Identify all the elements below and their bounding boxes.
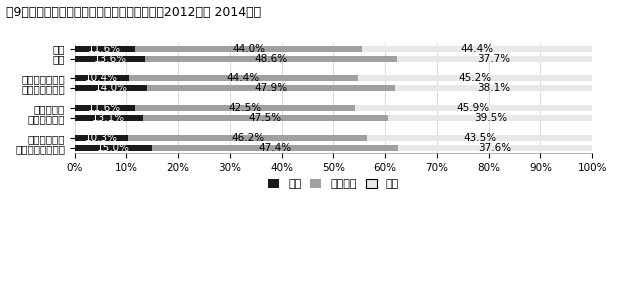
Bar [75, 135, 128, 141]
Bar [395, 85, 592, 91]
Bar [135, 46, 363, 52]
Text: 11.6%: 11.6% [88, 103, 121, 113]
Bar [129, 75, 358, 81]
Text: 38.1%: 38.1% [477, 83, 510, 93]
Bar [75, 75, 129, 81]
Text: 47.4%: 47.4% [259, 143, 292, 153]
Text: 37.6%: 37.6% [478, 143, 511, 153]
Bar [355, 105, 592, 111]
Text: 13.6%: 13.6% [93, 54, 126, 63]
Text: 10.3%: 10.3% [85, 133, 118, 143]
Text: 47.9%: 47.9% [254, 83, 288, 93]
Bar [397, 56, 592, 61]
Bar [75, 145, 152, 151]
Bar [358, 75, 592, 81]
Text: 14.0%: 14.0% [95, 83, 128, 93]
Bar [388, 115, 593, 121]
Text: 42.5%: 42.5% [228, 103, 261, 113]
Text: 44.0%: 44.0% [232, 44, 265, 54]
Bar [145, 56, 397, 61]
Text: 13.1%: 13.1% [92, 113, 125, 123]
Text: 47.5%: 47.5% [249, 113, 282, 123]
Bar [75, 46, 135, 52]
Legend: 下降, 変化なし, 上昇: 下降, 変化なし, 上昇 [264, 175, 403, 194]
Bar [135, 105, 355, 111]
Text: 43.5%: 43.5% [463, 133, 496, 143]
Bar [397, 145, 592, 151]
Bar [147, 85, 395, 91]
Text: 45.2%: 45.2% [459, 73, 492, 83]
Bar [75, 85, 147, 91]
Text: 10.4%: 10.4% [85, 73, 118, 83]
Text: 48.6%: 48.6% [254, 54, 287, 63]
Text: 44.4%: 44.4% [461, 44, 494, 54]
Bar [75, 115, 142, 121]
Bar [75, 105, 135, 111]
Text: 46.2%: 46.2% [231, 133, 264, 143]
Bar [128, 135, 367, 141]
Bar [142, 115, 388, 121]
Text: 15.0%: 15.0% [97, 143, 130, 153]
Text: 37.7%: 37.7% [478, 54, 511, 63]
Bar [367, 135, 592, 141]
Bar [152, 145, 397, 151]
Text: 図9　誰が日本社会の希望を上昇させたか？（2012年～ 2014年）: 図9 誰が日本社会の希望を上昇させたか？（2012年～ 2014年） [6, 6, 261, 19]
Text: 44.4%: 44.4% [227, 73, 260, 83]
Text: 11.6%: 11.6% [88, 44, 121, 54]
Bar [75, 56, 145, 61]
Bar [363, 46, 592, 52]
Text: 39.5%: 39.5% [474, 113, 507, 123]
Text: 45.9%: 45.9% [457, 103, 490, 113]
